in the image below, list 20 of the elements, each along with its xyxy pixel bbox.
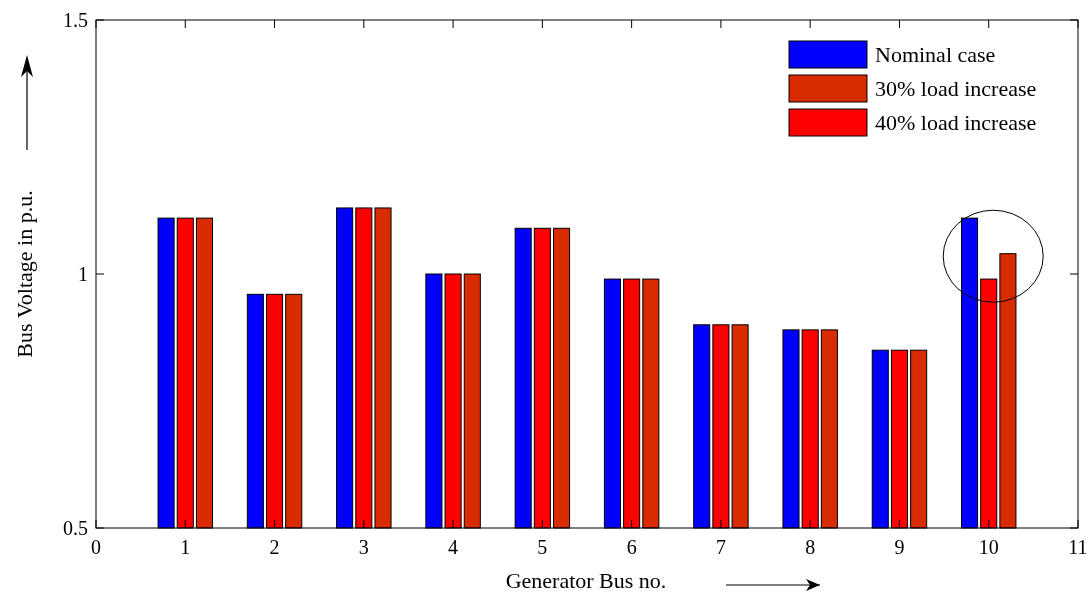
- x-tick-label: 1: [180, 536, 191, 558]
- y-tick-label: 1: [78, 263, 88, 285]
- x-tick-label: 10: [978, 536, 999, 558]
- x-tick-label: 9: [894, 536, 905, 558]
- legend-label: 40% load increase: [875, 110, 1037, 135]
- x-tick-label: 4: [448, 536, 459, 558]
- x-tick-label: 6: [626, 536, 637, 558]
- x-tick-label: 11: [1068, 536, 1088, 558]
- x-tick-label: 5: [537, 536, 548, 558]
- y-tick-label: 0.5: [63, 517, 88, 539]
- x-axis-title: Generator Bus no.: [505, 568, 667, 593]
- x-tick-label: 8: [805, 536, 816, 558]
- legend-label: 30% load increase: [875, 76, 1037, 101]
- x-tick-label: 7: [715, 536, 726, 558]
- y-axis-title: Bus Voltage in p.u.: [12, 190, 37, 358]
- legend-label: Nominal case: [875, 42, 996, 67]
- x-tick-label: 3: [358, 536, 369, 558]
- x-tick-label: 0: [91, 536, 101, 558]
- y-tick-label: 1.5: [63, 9, 88, 31]
- x-tick-label: 2: [269, 536, 280, 558]
